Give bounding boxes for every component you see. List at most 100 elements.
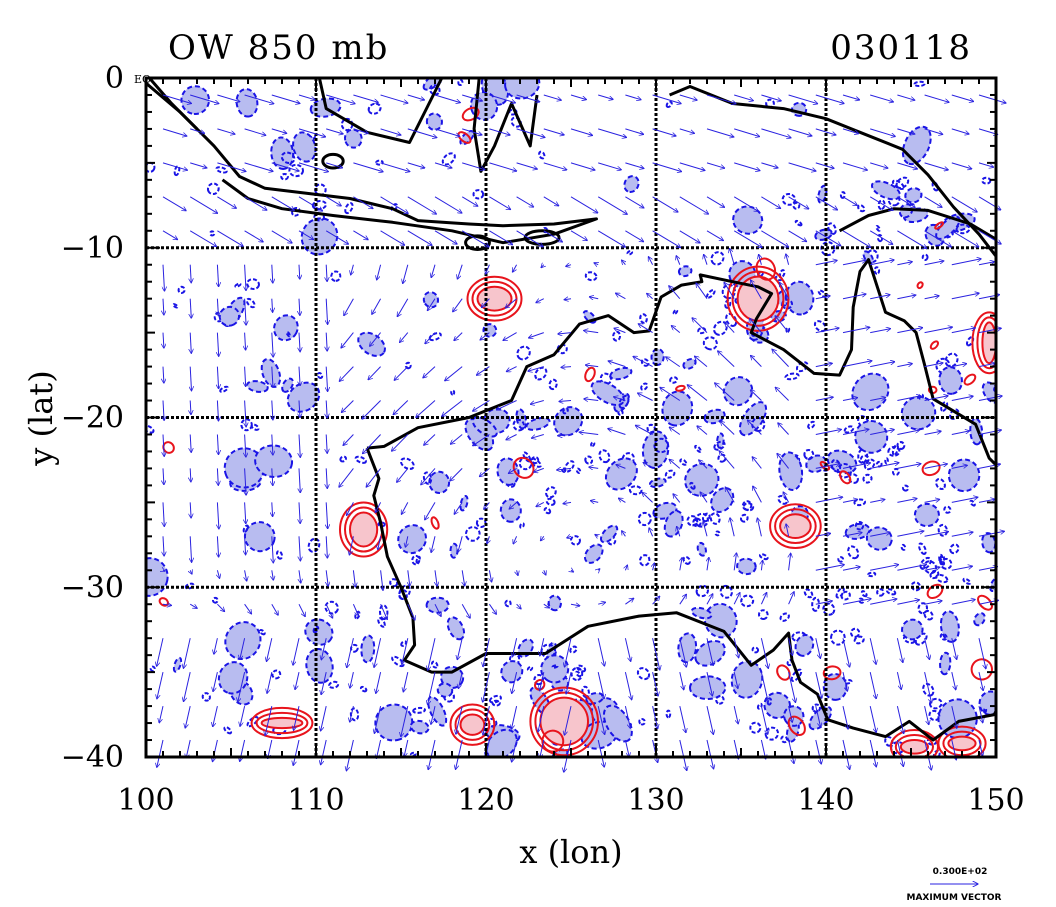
wind-vector — [751, 280, 762, 299]
wind-vector — [624, 638, 630, 661]
positive-contour — [970, 658, 993, 681]
wind-vector — [597, 705, 605, 734]
wind-vector — [598, 569, 600, 571]
wind-vector — [162, 604, 172, 605]
wind-vector — [245, 434, 246, 458]
negative-contour — [780, 735, 789, 744]
wind-vector — [815, 260, 837, 266]
wind-vector — [680, 558, 682, 571]
negative-contour — [702, 336, 718, 351]
y-tick-label: −30 — [61, 570, 124, 605]
wind-vector — [897, 531, 923, 537]
negative-contour — [710, 487, 735, 513]
negative-contour — [288, 163, 304, 178]
wind-vector — [842, 398, 858, 401]
wind-vector — [425, 332, 436, 344]
negative-contour — [876, 234, 884, 243]
negative-contour — [646, 423, 656, 434]
wind-vector — [453, 298, 463, 312]
wind-vector — [350, 705, 354, 722]
wind-vector — [326, 366, 327, 392]
wind-vector — [614, 328, 626, 334]
wind-vector — [842, 361, 872, 368]
wind-vector — [298, 230, 314, 240]
negative-contour — [740, 513, 749, 523]
wind-vector — [528, 366, 544, 372]
negative-contour — [540, 654, 570, 684]
negative-contour — [665, 709, 672, 719]
negative-contour — [415, 555, 421, 564]
wind-vector — [788, 196, 809, 209]
positive-contour — [916, 281, 924, 290]
wind-vector — [618, 498, 626, 503]
positive-contour-ring — [937, 725, 987, 757]
wind-vector — [326, 94, 355, 104]
wind-vector — [752, 457, 762, 469]
positive-contour-ring — [454, 708, 491, 741]
wind-vector — [407, 162, 425, 168]
wind-vector — [733, 230, 762, 248]
wind-vector — [647, 293, 653, 300]
coastline — [669, 85, 996, 258]
wind-vector — [815, 94, 844, 104]
negative-contour — [900, 543, 907, 551]
wind-vector — [326, 332, 327, 352]
positive-contour-ring — [976, 316, 996, 370]
negative-contour — [713, 440, 726, 451]
negative-contour — [359, 685, 368, 693]
negative-contour — [944, 352, 959, 368]
wind-vector — [652, 638, 660, 670]
wind-vector — [978, 705, 983, 723]
wind-vector — [299, 434, 300, 458]
negative-contour — [929, 697, 943, 710]
wind-vector — [425, 502, 436, 520]
negative-contour — [285, 330, 291, 338]
wind-vector — [325, 196, 341, 206]
positive-contour — [929, 340, 940, 350]
negative-contour — [172, 303, 179, 309]
wind-vector — [924, 396, 949, 401]
wind-vector — [789, 553, 791, 571]
negative-contour — [695, 584, 709, 598]
negative-contour — [276, 550, 283, 560]
wind-vector — [733, 593, 740, 605]
vector-key: 0.300E+02 MAXIMUM VECTOR — [906, 867, 1001, 903]
wind-vector — [842, 463, 871, 469]
wind-vector — [339, 468, 354, 487]
wind-vector — [378, 536, 381, 549]
negative-contour — [692, 517, 702, 528]
negative-contour — [896, 441, 906, 450]
negative-contour — [840, 590, 851, 601]
coastline — [838, 207, 996, 241]
positive-contour-ring — [539, 696, 590, 747]
wind-vector — [597, 739, 604, 767]
wind-vector — [896, 638, 903, 662]
wind-vector — [567, 536, 571, 538]
wind-vector — [217, 468, 218, 485]
wind-vector — [842, 739, 850, 770]
wind-vector — [897, 464, 921, 469]
wind-vector — [512, 638, 518, 657]
negative-contour — [904, 187, 923, 204]
negative-contour — [677, 265, 693, 278]
wind-vector — [924, 567, 940, 571]
wind-vector — [869, 638, 876, 664]
wind-vector — [326, 162, 342, 168]
wind-vector — [652, 94, 682, 104]
negative-contour — [891, 179, 905, 191]
wind-vector — [190, 332, 191, 354]
negative-contour — [901, 618, 924, 641]
negative-contour — [913, 502, 940, 528]
negative-contour — [885, 588, 897, 596]
positive-contour — [839, 470, 852, 485]
wind-vector — [476, 366, 490, 376]
negative-contour — [489, 694, 502, 704]
wind-vector — [403, 671, 409, 692]
wind-vector — [733, 671, 738, 688]
negative-contour — [781, 192, 797, 206]
wind-vector — [815, 230, 841, 246]
wind-vector — [407, 94, 425, 100]
wind-vector — [185, 705, 191, 728]
wind-vector — [706, 594, 713, 605]
positive-contour-ring — [529, 686, 600, 757]
